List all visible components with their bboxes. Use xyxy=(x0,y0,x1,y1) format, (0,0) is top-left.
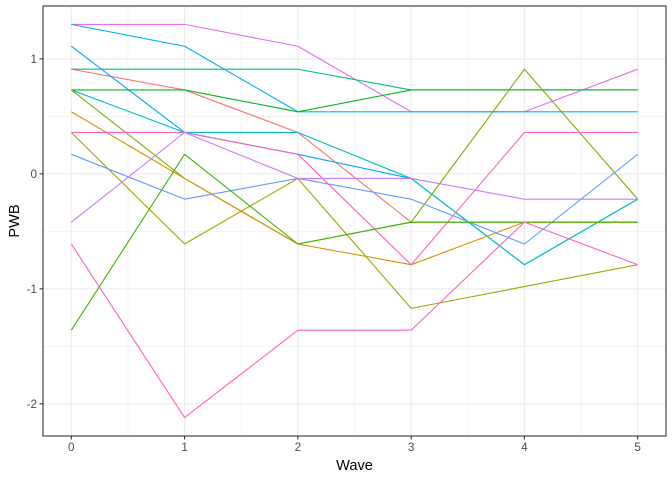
x-tick-label: 4 xyxy=(521,441,528,454)
series-line-2 xyxy=(71,23,638,113)
series-line-7 xyxy=(71,89,638,113)
series-line-15 xyxy=(70,221,638,419)
y-tick-label: -1 xyxy=(27,283,37,296)
major-gridlines xyxy=(43,6,666,436)
series-line-10 xyxy=(70,132,638,309)
series-line-6 xyxy=(71,89,638,266)
x-axis-title: Wave xyxy=(336,458,373,474)
series-line-1 xyxy=(71,23,638,113)
x-axis: 0 1 2 3 4 5 xyxy=(68,436,641,454)
y-axis-title: PWB xyxy=(7,204,23,237)
series-line-13 xyxy=(70,131,638,223)
x-tick-label: 0 xyxy=(68,441,75,454)
x-tick-label: 1 xyxy=(181,441,188,454)
series-line-14 xyxy=(70,153,638,331)
y-tick-label: 1 xyxy=(30,53,37,66)
y-tick-label: -2 xyxy=(27,398,37,411)
x-tick-label: 2 xyxy=(295,441,302,454)
series-lines xyxy=(70,23,639,419)
y-axis: -2 -1 0 1 xyxy=(27,53,43,411)
series-line-11 xyxy=(71,131,638,266)
minor-gridlines xyxy=(43,6,666,436)
y-tick-label: 0 xyxy=(30,168,37,181)
x-tick-label: 3 xyxy=(408,441,415,454)
x-tick-label: 5 xyxy=(634,441,641,454)
plot-border xyxy=(42,5,667,437)
